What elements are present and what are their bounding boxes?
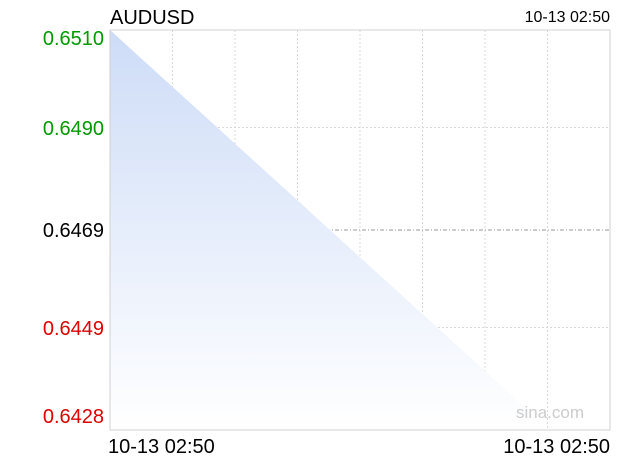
y-tick-label: 0.6428 — [42, 406, 104, 428]
price-area — [110, 30, 550, 430]
timestamp: 10-13 02:50 — [524, 9, 610, 26]
y-tick-label: 0.6449 — [42, 317, 104, 340]
x-tick-label-end: 10-13 02:50 — [503, 436, 610, 458]
y-tick-label: 0.6490 — [42, 117, 104, 140]
y-tick-label: 0.6510 — [42, 28, 104, 50]
y-tick-label: 0.6469 — [42, 220, 104, 242]
chart-title: AUDUSD — [110, 7, 195, 29]
x-tick-label-start: 10-13 02:50 — [108, 436, 215, 458]
watermark: sina.com — [515, 403, 584, 422]
plot-frame — [109, 29, 611, 431]
